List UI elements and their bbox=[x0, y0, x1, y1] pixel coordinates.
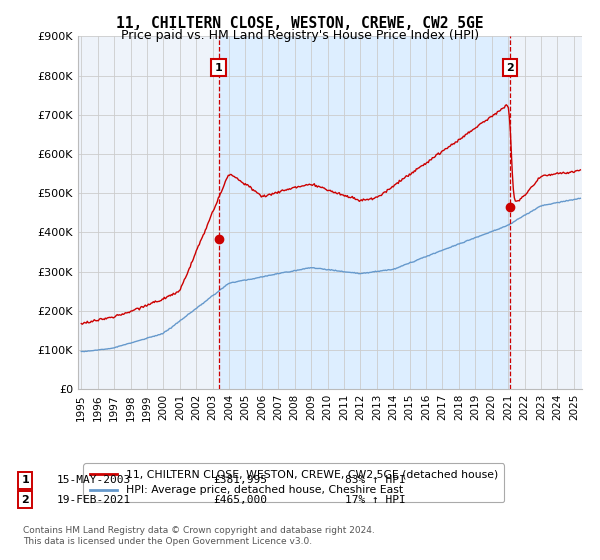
Text: 1: 1 bbox=[215, 63, 223, 73]
Text: 17% ↑ HPI: 17% ↑ HPI bbox=[345, 494, 406, 505]
Text: 2: 2 bbox=[506, 63, 514, 73]
Text: £465,000: £465,000 bbox=[213, 494, 267, 505]
Text: 11, CHILTERN CLOSE, WESTON, CREWE, CW2 5GE: 11, CHILTERN CLOSE, WESTON, CREWE, CW2 5… bbox=[116, 16, 484, 31]
Text: 2: 2 bbox=[22, 494, 29, 505]
Text: Contains HM Land Registry data © Crown copyright and database right 2024.
This d: Contains HM Land Registry data © Crown c… bbox=[23, 526, 374, 546]
Text: 15-MAY-2003: 15-MAY-2003 bbox=[57, 475, 131, 486]
Text: Price paid vs. HM Land Registry's House Price Index (HPI): Price paid vs. HM Land Registry's House … bbox=[121, 29, 479, 42]
Text: 19-FEB-2021: 19-FEB-2021 bbox=[57, 494, 131, 505]
Text: 1: 1 bbox=[22, 475, 29, 486]
Text: £381,995: £381,995 bbox=[213, 475, 267, 486]
Bar bbox=[218, 36, 510, 389]
Legend: 11, CHILTERN CLOSE, WESTON, CREWE, CW2 5GE (detached house), HPI: Average price,: 11, CHILTERN CLOSE, WESTON, CREWE, CW2 5… bbox=[83, 464, 505, 502]
Text: 83% ↑ HPI: 83% ↑ HPI bbox=[345, 475, 406, 486]
